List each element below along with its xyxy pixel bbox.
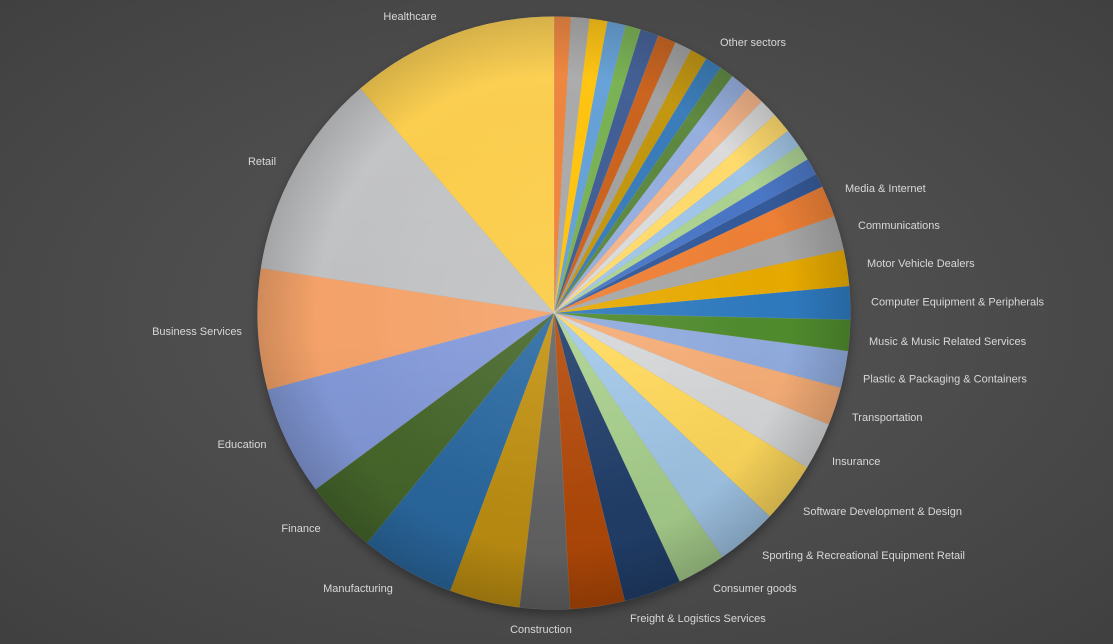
svg-text:Other sectors: Other sectors <box>720 37 787 49</box>
svg-text:Software Development & Design: Software Development & Design <box>803 506 962 518</box>
svg-text:Transportation: Transportation <box>852 412 923 424</box>
svg-text:Motor Vehicle Dealers: Motor Vehicle Dealers <box>867 258 975 270</box>
svg-text:Computer Equipment & Periphera: Computer Equipment & Peripherals <box>871 297 1045 309</box>
svg-text:Retail: Retail <box>248 156 276 168</box>
svg-text:Music & Music Related Services: Music & Music Related Services <box>869 336 1027 348</box>
svg-text:Education: Education <box>218 439 267 451</box>
svg-text:Healthcare: Healthcare <box>383 11 436 23</box>
svg-text:Plastic & Packaging & Containe: Plastic & Packaging & Containers <box>863 374 1027 386</box>
svg-text:Manufacturing: Manufacturing <box>323 583 393 595</box>
svg-text:Communications: Communications <box>858 220 940 232</box>
svg-text:Construction: Construction <box>510 624 572 636</box>
svg-text:Sporting & Recreational Equipm: Sporting & Recreational Equipment Retail <box>762 550 965 562</box>
svg-text:Media & Internet: Media & Internet <box>845 183 926 195</box>
svg-text:Insurance: Insurance <box>832 456 880 468</box>
svg-text:Finance: Finance <box>281 523 320 535</box>
svg-text:Consumer goods: Consumer goods <box>713 583 797 595</box>
svg-text:Business Services: Business Services <box>152 326 242 338</box>
svg-text:Freight & Logistics Services: Freight & Logistics Services <box>630 613 766 625</box>
